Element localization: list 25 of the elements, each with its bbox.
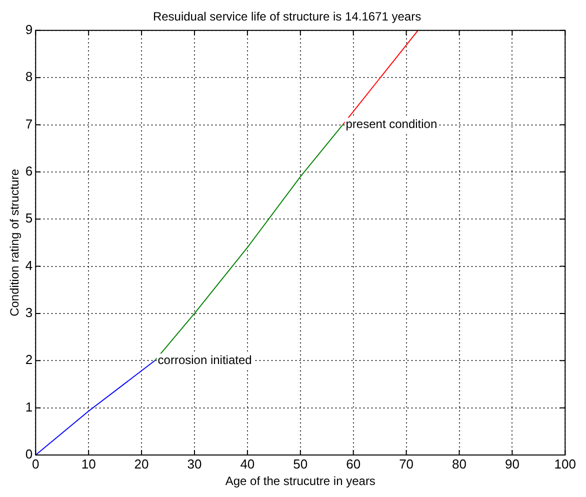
y-tick-label: 8 [25,69,33,84]
y-tick-label: 5 [25,210,33,226]
x-tick-label: 80 [452,456,466,472]
x-tick-label: 50 [293,456,308,472]
x-tick-label: 30 [187,456,202,472]
y-tick-label: 2 [25,352,33,368]
y-tick-label: 1 [25,399,33,414]
annotation: present condition [346,117,438,132]
x-tick-label: 100 [554,456,576,472]
x-tick-label: 20 [134,456,149,472]
x-tick-label: 90 [504,456,520,472]
x-tick-label: 10 [81,456,96,472]
x-tick-label: 60 [346,456,361,472]
y-tick-label: 6 [25,164,33,179]
y-tick-label: 0 [25,446,33,462]
x-tick-label: 70 [399,456,414,472]
y-axis-title: Condition rating of structure [8,168,22,316]
chart-title: Resuidual service life of structure is 14.1671 years [152,10,422,24]
x-tick-label: 40 [240,456,255,472]
y-tick-label: 9 [25,22,33,37]
annotation: corrosion initiated [158,352,252,367]
y-tick-label: 3 [25,305,33,320]
y-tick-label: 4 [25,258,33,273]
y-tick-label: 7 [25,116,33,132]
x-axis-title: Age of the strucutre in years [225,474,376,488]
